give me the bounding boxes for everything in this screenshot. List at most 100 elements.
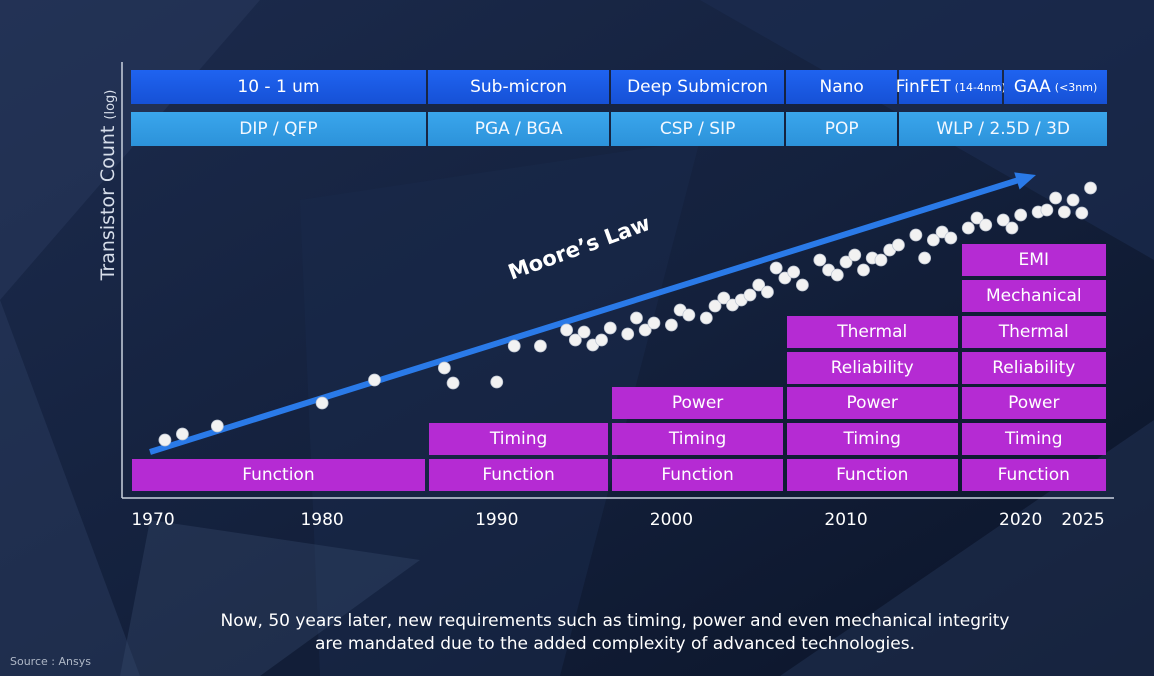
- requirement-emi-4: EMI: [961, 244, 1106, 277]
- data-point: [944, 231, 958, 245]
- y-axis-label-suffix: (log): [103, 89, 118, 120]
- requirement-timing-1: Timing: [428, 423, 609, 456]
- node-band-sublabel: (14-4nm): [954, 80, 1006, 94]
- package-band-1: PGA / BGA: [427, 112, 610, 146]
- requirement-thermal-3: Thermal: [786, 315, 958, 348]
- requirement-timing-4: Timing: [961, 423, 1106, 456]
- node-band-label: Deep Submicron: [627, 77, 769, 97]
- data-point: [437, 361, 451, 375]
- data-point: [752, 278, 766, 292]
- data-point: [926, 233, 940, 247]
- x-tick-2025: 2025: [1061, 510, 1105, 530]
- data-point: [787, 265, 801, 279]
- node-band-label: Nano: [819, 77, 864, 97]
- node-band-4: FinFET (14-4nm): [895, 70, 1006, 104]
- data-point: [857, 263, 870, 277]
- node-band-label: GAA: [1013, 77, 1051, 97]
- data-point: [848, 248, 862, 262]
- node-band-label: FinFET: [895, 77, 951, 97]
- data-point: [918, 251, 932, 265]
- node-band-2: Deep Submicron: [611, 70, 784, 104]
- package-band-label: PGA / BGA: [474, 119, 563, 139]
- x-tick-1990: 1990: [475, 510, 519, 530]
- source-note: Source : Ansys: [10, 655, 91, 668]
- data-point: [1014, 208, 1028, 222]
- node-band-5: GAA (<3nm): [1004, 70, 1107, 104]
- requirement-power-4: Power: [961, 387, 1106, 420]
- data-point: [830, 268, 844, 282]
- x-tick-1970: 1970: [131, 510, 175, 530]
- requirement-function-3: Function: [786, 459, 958, 491]
- data-point: [1084, 181, 1097, 195]
- data-point: [158, 433, 172, 447]
- data-point: [699, 311, 713, 325]
- package-band-4: WLP / 2.5D / 3D: [899, 112, 1107, 146]
- requirement-function-1: Function: [428, 459, 609, 491]
- package-band-2: CSP / SIP: [611, 112, 784, 146]
- data-point: [638, 323, 652, 337]
- package-band-label: CSP / SIP: [659, 119, 736, 139]
- node-band-0: 10 - 1 um: [131, 70, 426, 104]
- x-tick-2000: 2000: [649, 510, 694, 530]
- requirement-timing-2: Timing: [612, 423, 783, 456]
- x-tick-1980: 1980: [300, 510, 344, 530]
- data-point: [595, 333, 608, 347]
- data-point: [1040, 203, 1054, 217]
- package-band-0: DIP / QFP: [131, 112, 426, 146]
- data-point: [769, 261, 783, 275]
- requirement-timing-3: Timing: [786, 423, 958, 456]
- data-point: [1005, 221, 1019, 235]
- requirement-reliability-3: Reliability: [786, 351, 958, 384]
- data-point: [446, 376, 460, 390]
- requirement-function-2: Function: [612, 459, 783, 491]
- caption-line-2: are mandated due to the added complexity…: [315, 634, 915, 654]
- data-point: [210, 419, 224, 433]
- data-point: [490, 375, 504, 389]
- data-point: [568, 333, 582, 347]
- data-point: [979, 218, 993, 232]
- node-band-label: Sub-micron: [470, 77, 568, 97]
- data-point: [682, 308, 696, 322]
- data-point: [603, 321, 617, 335]
- requirement-function-0: Function: [132, 459, 425, 491]
- data-point: [795, 278, 809, 292]
- package-band-label: POP: [824, 119, 859, 139]
- data-point: [1057, 205, 1071, 219]
- data-point: [892, 238, 905, 252]
- package-band-3: POP: [785, 112, 898, 146]
- data-point: [647, 316, 661, 330]
- data-point: [1049, 191, 1063, 205]
- x-tick-2010: 2010: [824, 510, 868, 530]
- data-point: [708, 299, 722, 313]
- data-point: [560, 323, 574, 337]
- node-band-1: Sub-micron: [427, 70, 610, 104]
- requirement-power-2: Power: [612, 387, 783, 420]
- node-band-sublabel: (<3nm): [1054, 80, 1098, 94]
- data-point: [1066, 193, 1080, 207]
- data-point: [534, 339, 547, 353]
- caption-line-1: Now, 50 years later, new requirements su…: [220, 611, 1010, 631]
- data-point: [743, 288, 757, 302]
- data-point: [778, 271, 792, 285]
- package-band-label: WLP / 2.5D / 3D: [936, 119, 1071, 139]
- moores-law-trend-line: [149, 176, 1023, 455]
- data-point: [935, 225, 949, 239]
- data-point: [813, 253, 827, 267]
- requirement-thermal-4: Thermal: [961, 315, 1106, 348]
- data-point: [1075, 206, 1089, 220]
- data-point: [761, 285, 774, 299]
- trend-arrow-head: [1014, 172, 1036, 190]
- data-point: [630, 311, 643, 325]
- data-point: [664, 318, 678, 332]
- requirement-power-3: Power: [786, 387, 958, 420]
- caption: Now, 50 years later, new requirements su…: [0, 610, 1154, 656]
- package-band-label: DIP / QFP: [239, 119, 318, 139]
- node-band-label: 10 - 1 um: [237, 77, 320, 97]
- data-point: [717, 291, 731, 305]
- data-point: [839, 255, 853, 269]
- requirement-mechanical-4: Mechanical: [961, 280, 1106, 312]
- data-point: [874, 253, 888, 267]
- data-point: [621, 327, 635, 341]
- data-point: [507, 339, 521, 353]
